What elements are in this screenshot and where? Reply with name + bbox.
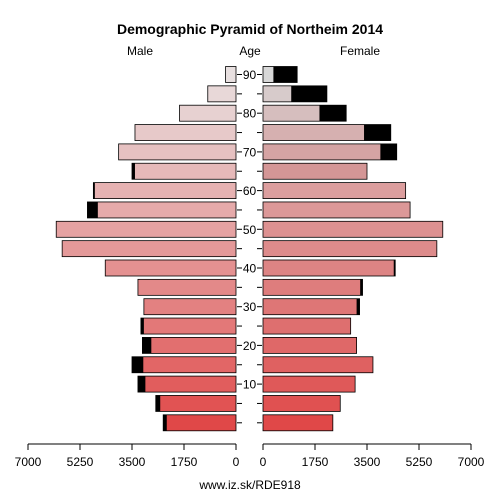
female-bar-50-54 — [262, 220, 444, 238]
female-x-tick-label: 5250 — [406, 455, 433, 469]
male-bar-35-39 — [137, 278, 237, 296]
female-x-tick-label: 1750 — [302, 455, 329, 469]
male-excess-0-4 — [163, 414, 167, 431]
age-tick-label-80: 80 — [243, 107, 257, 121]
female-x-tick-label: 7000 — [458, 455, 485, 469]
male-x-tick-label: 0 — [233, 455, 240, 469]
female-bar-65-69 — [262, 162, 368, 180]
female-excess-40-44 — [393, 260, 396, 276]
age-tick-label-70: 70 — [243, 145, 257, 159]
female-bar-55-59 — [262, 201, 411, 219]
male-bar-20-24 — [141, 336, 237, 354]
age-tick-label-10: 10 — [243, 378, 257, 392]
male-excess-10-14 — [137, 376, 146, 393]
male-bar-0-4 — [162, 414, 237, 432]
male-excess-20-24 — [142, 337, 152, 354]
female-bar-60-64 — [262, 182, 407, 200]
bars-layer — [55, 66, 444, 432]
age-tick-label-30: 30 — [243, 300, 257, 314]
female-excess-75-79 — [364, 124, 391, 141]
age-tick-label-40: 40 — [243, 262, 257, 276]
male-x-tick-label: 5250 — [67, 455, 94, 469]
male-label: Male — [127, 44, 153, 58]
female-label: Female — [340, 44, 380, 58]
male-excess-25-29 — [140, 318, 144, 335]
female-excess-90+ — [273, 66, 298, 83]
female-bar-70-74 — [262, 143, 398, 161]
female-bar-30-34 — [262, 298, 360, 316]
female-x-tick-label: 3500 — [354, 455, 381, 469]
male-excess-15-19 — [132, 356, 144, 373]
female-bar-40-44 — [262, 259, 396, 277]
male-bar-85-89 — [207, 85, 237, 103]
female-excess-35-39 — [360, 279, 363, 296]
male-excess-5-9 — [155, 395, 161, 412]
chart-title: Demographic Pyramid of Northeim 2014 — [117, 21, 383, 37]
male-bar-80-84 — [179, 104, 237, 122]
age-tick-label-50: 50 — [243, 223, 257, 237]
male-bar-70-74 — [118, 143, 237, 161]
age-tick-label-90: 90 — [243, 68, 257, 82]
male-bar-5-9 — [155, 395, 237, 412]
male-bar-60-64 — [92, 182, 237, 200]
female-bar-25-29 — [262, 317, 352, 335]
male-bar-40-44 — [104, 259, 237, 277]
male-bar-55-59 — [87, 201, 237, 219]
age-label: Age — [239, 44, 261, 58]
age-tick-label-60: 60 — [243, 184, 257, 198]
female-excess-70-74 — [380, 143, 397, 160]
source-caption: www.iz.sk/RDE918 — [198, 478, 301, 492]
female-x-tick-label: 0 — [260, 455, 267, 469]
female-bar-15-19 — [262, 356, 374, 374]
male-bar-75-79 — [134, 124, 237, 141]
female-excess-85-89 — [291, 85, 327, 102]
female-bar-35-39 — [262, 278, 363, 296]
female-excess-80-84 — [319, 105, 347, 122]
male-bar-45-49 — [61, 240, 237, 258]
male-bar-15-19 — [131, 356, 237, 374]
male-x-tick-label: 3500 — [119, 455, 146, 469]
male-bar-90+ — [225, 66, 237, 83]
male-bar-65-69 — [131, 162, 237, 180]
female-bar-20-24 — [262, 336, 357, 354]
male-bar-10-14 — [137, 375, 237, 393]
female-bar-10-14 — [262, 375, 356, 393]
male-x-tick-label: 1750 — [171, 455, 198, 469]
male-excess-60-64 — [93, 182, 95, 199]
female-excess-30-34 — [356, 298, 360, 315]
male-x-tick-label: 7000 — [15, 455, 42, 469]
male-bar-25-29 — [140, 317, 237, 335]
female-bar-45-49 — [262, 240, 438, 258]
male-excess-65-69 — [132, 163, 135, 180]
female-bar-0-4 — [262, 414, 334, 432]
axes-layer: 10 20 30 40 50 60 70 80 90 7000 0 5250 1750 3500 3500 1… — [15, 68, 485, 469]
male-excess-55-59 — [87, 201, 98, 218]
age-tick-label-20: 20 — [243, 339, 257, 353]
female-bar-5-9 — [262, 395, 341, 412]
male-bar-30-34 — [143, 298, 237, 316]
male-bar-50-54 — [55, 220, 237, 238]
